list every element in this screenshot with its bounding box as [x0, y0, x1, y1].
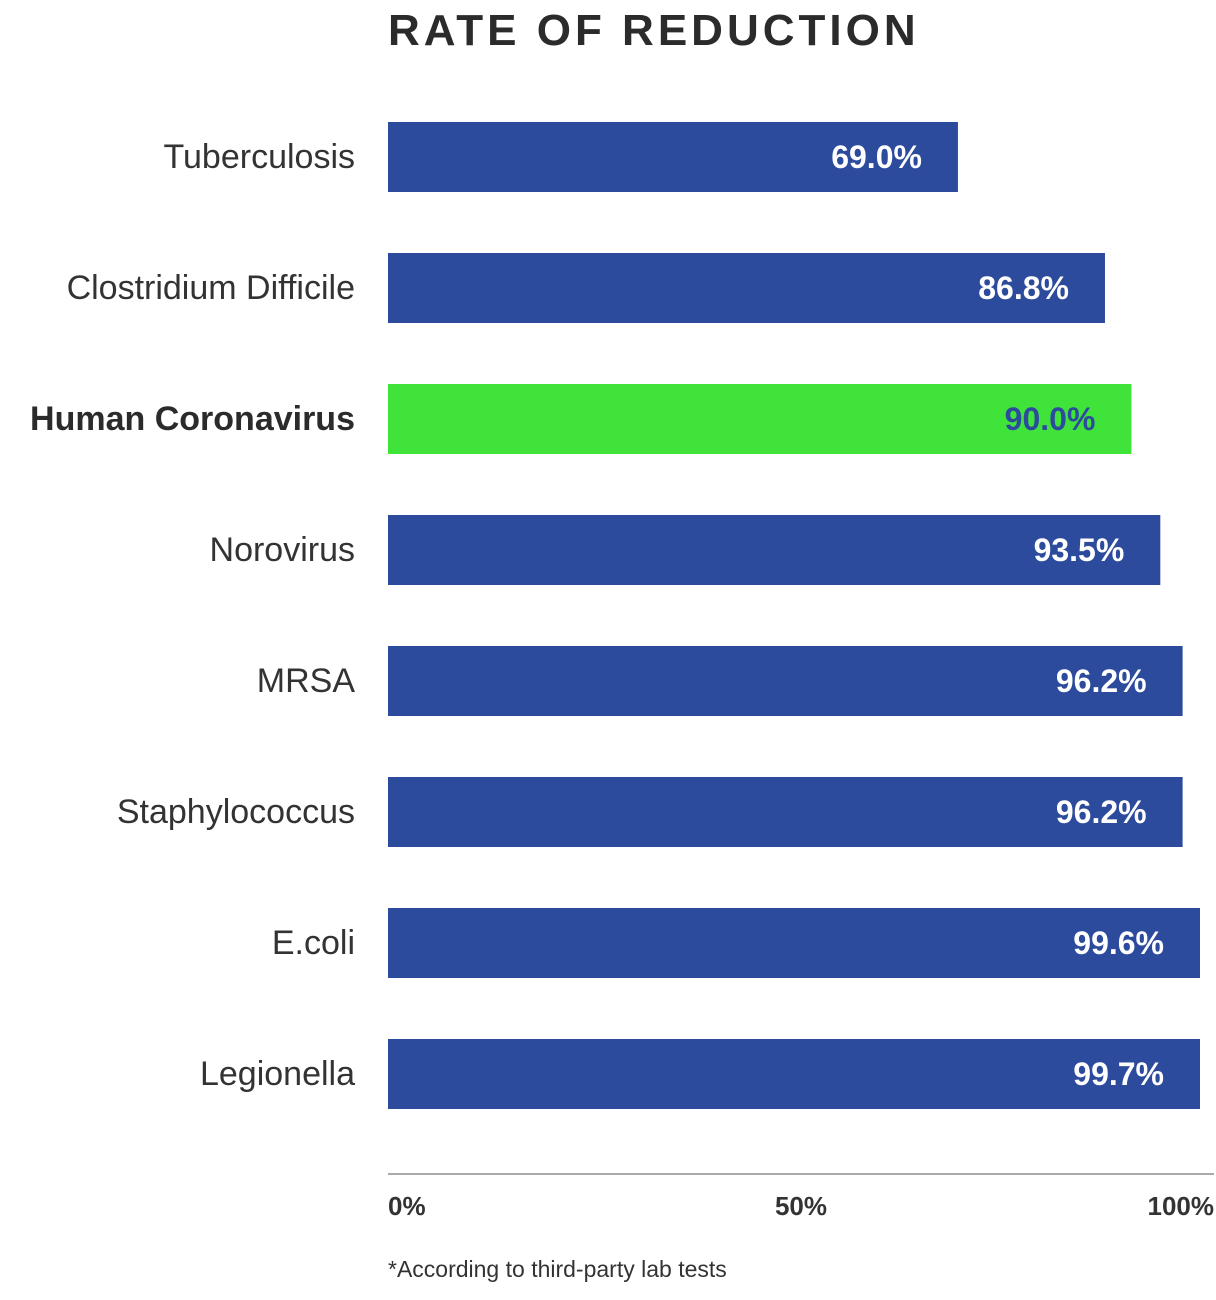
- x-tick-label: 100%: [1148, 1191, 1215, 1221]
- value-label: 69.0%: [831, 139, 922, 175]
- bar: [388, 384, 1132, 454]
- bar: [388, 908, 1200, 978]
- category-label: Norovirus: [210, 531, 355, 569]
- category-label: Clostridium Difficile: [67, 269, 355, 307]
- bar: [388, 777, 1183, 847]
- bar: [388, 646, 1183, 716]
- chart-title: RATE OF REDUCTION: [388, 6, 920, 55]
- category-label: Tuberculosis: [164, 138, 355, 176]
- category-label: Staphylococcus: [117, 793, 355, 831]
- x-tick-label: 0%: [388, 1191, 426, 1221]
- footnote: *According to third-party lab tests: [388, 1256, 727, 1282]
- value-label: 93.5%: [1034, 532, 1125, 568]
- value-label: 90.0%: [1005, 401, 1096, 437]
- value-label: 99.7%: [1073, 1056, 1164, 1092]
- category-label: Human Coronavirus: [30, 400, 355, 438]
- category-label: E.coli: [272, 924, 355, 962]
- value-label: 96.2%: [1056, 794, 1147, 830]
- value-label: 99.6%: [1073, 925, 1164, 961]
- value-label: 96.2%: [1056, 663, 1147, 699]
- category-label: Legionella: [200, 1055, 355, 1093]
- bar: [388, 253, 1105, 323]
- value-label: 86.8%: [978, 270, 1069, 306]
- bar: [388, 122, 958, 192]
- bar: [388, 515, 1161, 585]
- bar: [388, 1039, 1200, 1109]
- x-tick-label: 50%: [775, 1191, 827, 1221]
- category-label: MRSA: [257, 662, 356, 700]
